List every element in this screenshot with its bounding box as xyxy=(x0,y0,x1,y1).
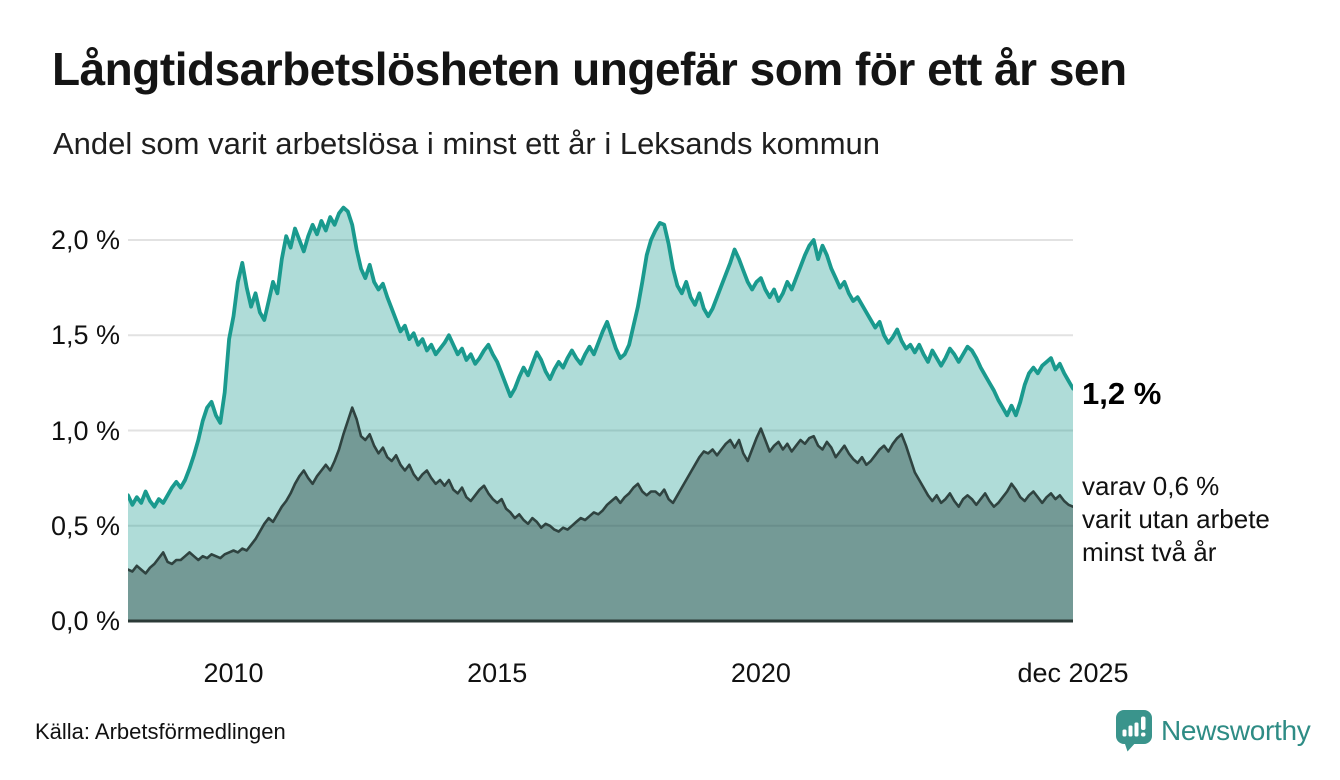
y-tick-label: 1,5 % xyxy=(50,320,120,351)
chart-subtitle: Andel som varit arbetslösa i minst ett å… xyxy=(53,126,881,161)
newsworthy-wordmark: Newsworthy xyxy=(1161,715,1311,746)
x-tick-label: 2020 xyxy=(730,658,791,688)
y-tick-label: 1,0 % xyxy=(50,415,120,446)
series1-end-value-label: 1,2 % xyxy=(1082,376,1162,411)
source-credit: Källa: Arbetsförmedlingen xyxy=(35,719,286,744)
x-tick-label: dec 2025 xyxy=(1017,658,1129,688)
series1-line xyxy=(128,205,1073,509)
series2-line xyxy=(128,406,1073,575)
y-tick-label: 2,0 % xyxy=(50,225,120,255)
series1-area xyxy=(128,207,1073,621)
y-tick-label: 0,0 % xyxy=(50,606,120,636)
series2-annotation: varav 0,6 % varit utan arbete minst två år xyxy=(1082,470,1270,569)
x-tick-label: 2010 xyxy=(203,658,264,688)
y-tick-label: 0,5 % xyxy=(50,510,120,541)
series2-area xyxy=(128,407,1073,621)
x-tick-label: 2015 xyxy=(467,658,528,688)
annotation-line: varit utan arbete xyxy=(1082,504,1270,534)
annotation-line: varav 0,6 % xyxy=(1082,471,1220,501)
newsworthy-bar-chart-icon xyxy=(1116,710,1152,752)
page-title: Långtidsarbetslösheten ungefär som för e… xyxy=(52,43,1127,95)
annotation-line: minst två år xyxy=(1082,537,1217,567)
newsworthy-logo-link[interactable]: Newsworthy xyxy=(1116,710,1311,752)
area-chart xyxy=(128,205,1073,623)
